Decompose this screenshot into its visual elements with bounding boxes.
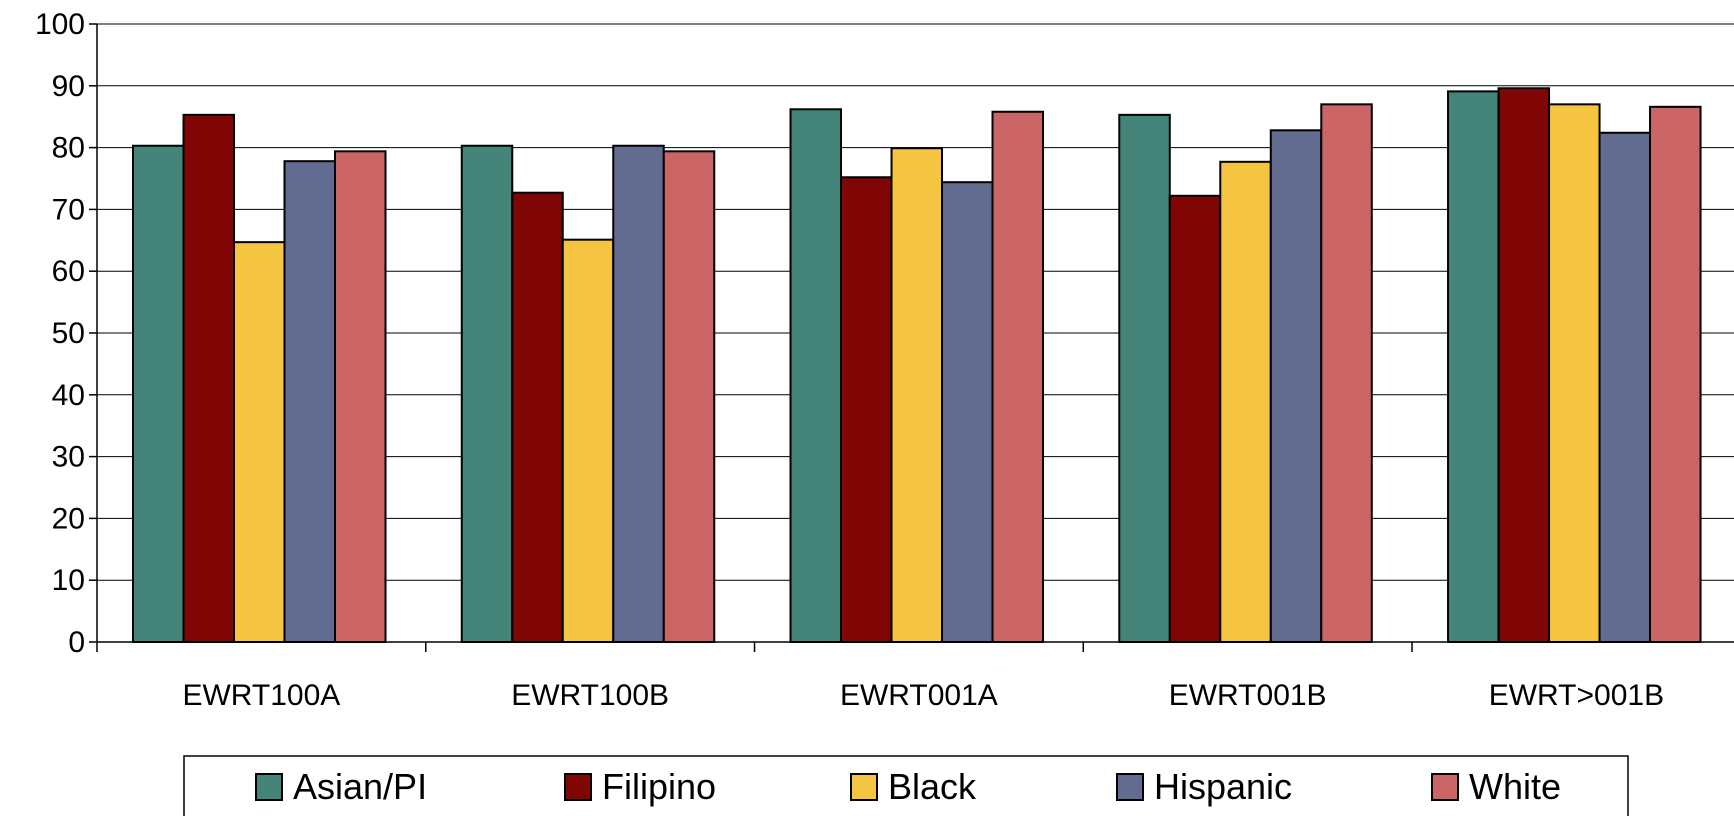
legend-box <box>183 755 1629 816</box>
bars <box>132 87 1702 644</box>
bar-hispanic-1 <box>612 144 665 643</box>
x-tick-label: EWRT100B <box>511 679 669 712</box>
bar-black-1 <box>561 238 615 643</box>
bar-asian-pi-2 <box>789 108 843 643</box>
bar-white-3 <box>1320 103 1373 643</box>
x-tick-label: EWRT001B <box>1169 679 1327 712</box>
y-tick-label: 90 <box>52 70 85 103</box>
legend-label-black: Black <box>888 766 977 807</box>
y-tick-label: 40 <box>52 379 85 412</box>
y-tick-label: 20 <box>52 502 85 535</box>
bar-asian-pi-4 <box>1447 90 1500 643</box>
x-tick-label: EWRT100A <box>182 679 340 712</box>
bar-filipino-4 <box>1497 87 1551 644</box>
legend-label-hispanic: Hispanic <box>1154 766 1292 807</box>
bar-asian-pi-0 <box>132 144 185 643</box>
legend-swatch-asian-pi <box>255 773 283 801</box>
x-tick-label: EWRT>001B <box>1489 679 1664 712</box>
y-axis: 0 10 20 30 40 50 60 70 80 90 100 <box>35 8 98 659</box>
bar-black-4 <box>1548 103 1601 643</box>
bar-filipino-0 <box>182 113 235 643</box>
x-tick-label: EWRT001A <box>840 679 998 712</box>
bar-asian-pi-3 <box>1118 113 1171 643</box>
bar-black-0 <box>233 241 286 644</box>
bar-hispanic-2 <box>941 181 994 643</box>
y-tick-label: 10 <box>52 564 85 597</box>
legend-swatch-black <box>850 773 878 801</box>
legend-swatch-filipino <box>564 773 592 801</box>
bar-black-2 <box>890 147 944 644</box>
bar-hispanic-3 <box>1269 129 1323 644</box>
y-tick-label: 100 <box>35 8 85 41</box>
x-axis: EWRT100A EWRT100B EWRT001A EWRT001B EWRT>001… <box>96 641 1734 712</box>
bar-hispanic-4 <box>1598 131 1652 643</box>
legend-swatch-white <box>1431 773 1459 801</box>
bar-white-1 <box>662 150 716 643</box>
y-tick-label: 50 <box>52 317 85 350</box>
legend-swatch-hispanic <box>1116 773 1144 801</box>
legend-label-white: White <box>1469 766 1561 807</box>
bar-white-4 <box>1649 105 1702 643</box>
bar-filipino-3 <box>1168 194 1222 644</box>
bar-hispanic-0 <box>283 160 336 643</box>
bar-asian-pi-1 <box>460 144 514 643</box>
legend-label-filipino: Filipino <box>602 766 716 807</box>
bar-filipino-2 <box>840 176 893 643</box>
legend: Asian/PI Filipino Black Hispanic White <box>183 755 1629 816</box>
legend-label-asian-pi: Asian/PI <box>293 766 427 807</box>
y-tick-label: 80 <box>52 132 85 165</box>
bar-white-0 <box>334 150 387 643</box>
bar-filipino-1 <box>511 191 564 644</box>
y-tick-label: 0 <box>68 626 85 659</box>
y-tick-label: 70 <box>52 193 85 226</box>
bar-white-2 <box>991 110 1045 644</box>
bar-black-3 <box>1219 160 1272 643</box>
y-tick-label: 30 <box>52 441 85 474</box>
y-tick-label: 60 <box>52 255 85 288</box>
